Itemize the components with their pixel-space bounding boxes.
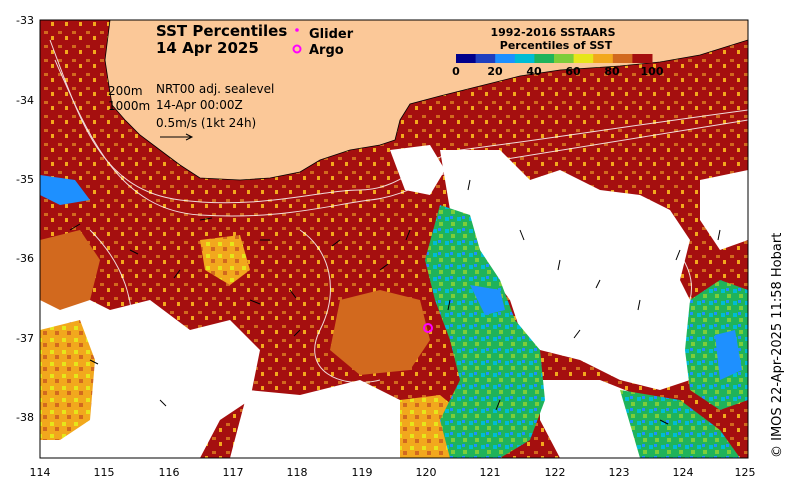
sst-cool-band (425, 205, 545, 458)
argo-legend-icon (292, 44, 302, 54)
sst-cool-band (715, 330, 742, 380)
colorbar-tick: 40 (526, 65, 542, 78)
map-title: SST Percentiles (156, 22, 287, 40)
x-tick-label: 118 (287, 466, 308, 479)
depth-1000-label: 1000m (108, 99, 150, 113)
credit-text: © IMOS 22-Apr-2025 11:58 Hobart (770, 233, 785, 458)
y-tick-label: -38 (16, 411, 34, 424)
current-time-label: 14-Apr 00:00Z (156, 98, 243, 112)
current-source-label: NRT00 adj. sealevel (156, 82, 274, 96)
sst-cool-band (620, 390, 740, 458)
x-tick-label: 121 (480, 466, 501, 479)
colorbar-tick: 60 (565, 65, 581, 78)
no-data-region (700, 170, 748, 250)
y-tick-label: -34 (16, 94, 34, 107)
plot-frame (39, 19, 749, 459)
colorbar-tick: 80 (604, 65, 620, 78)
map-plot-area (40, 20, 748, 458)
x-tick-label: 122 (545, 466, 566, 479)
x-axis: 114 115 116 117 118 119 120 121 122 123 … (30, 466, 756, 479)
x-tick-label: 114 (30, 466, 51, 479)
colorbar-subtitle: Percentiles of SST (500, 39, 613, 52)
colorbar-swatches (456, 54, 653, 63)
x-tick-label: 124 (673, 466, 694, 479)
sst-patch-80pct (40, 230, 100, 310)
x-tick-label: 120 (416, 466, 437, 479)
vector-scale-label: 0.5m/s (1kt 24h) (156, 116, 256, 130)
bathymetry-contours (49, 39, 748, 441)
y-tick-label: -37 (16, 332, 34, 345)
map-date: 14 Apr 2025 (156, 39, 259, 57)
colorbar-swatch (475, 54, 496, 63)
sst-cool-band (40, 175, 90, 205)
x-tick-label: 116 (159, 466, 180, 479)
glider-legend-icon (295, 28, 299, 32)
colorbar-swatch (593, 54, 614, 63)
argo-float-marker[interactable] (423, 323, 433, 333)
colorbar-swatch (514, 54, 535, 63)
no-data-region (390, 145, 445, 195)
current-vectors (69, 179, 721, 425)
glider-legend-label: Glider (309, 27, 354, 42)
sst-patch-80pct (200, 235, 250, 285)
y-tick-label: -36 (16, 252, 34, 265)
colorbar: 1992-2016 SSTAARS Percentiles of SST 0 2… (452, 26, 664, 78)
y-axis: -33 -34 -35 -36 -37 -38 (16, 14, 34, 424)
colorbar-tick: 100 (641, 65, 664, 78)
colorbar-swatch (573, 54, 594, 63)
x-tick-label: 125 (735, 466, 756, 479)
vector-scale-arrow-icon (160, 133, 194, 141)
x-tick-label: 115 (94, 466, 115, 479)
x-tick-label: 123 (609, 466, 630, 479)
y-tick-label: -35 (16, 173, 34, 186)
depth-200-label: 200m (108, 84, 143, 98)
colorbar-tick: 0 (452, 65, 460, 78)
colorbar-swatch (632, 54, 653, 63)
colorbar-swatch (456, 54, 477, 63)
x-tick-label: 119 (352, 466, 373, 479)
sst-patch-80pct (330, 290, 430, 375)
colorbar-tick: 20 (487, 65, 503, 78)
argo-legend-label: Argo (309, 43, 344, 58)
no-data-region (230, 380, 420, 458)
colorbar-swatch (612, 54, 633, 63)
colorbar-swatch (534, 54, 555, 63)
no-data-region (440, 150, 700, 390)
y-tick-label: -33 (16, 14, 34, 27)
colorbar-title: 1992-2016 SSTAARS (490, 26, 615, 39)
x-tick-label: 117 (223, 466, 244, 479)
sst-cool-band (470, 285, 505, 315)
colorbar-swatch (554, 54, 575, 63)
colorbar-swatch (495, 54, 516, 63)
sst-patch-80pct (40, 320, 95, 440)
